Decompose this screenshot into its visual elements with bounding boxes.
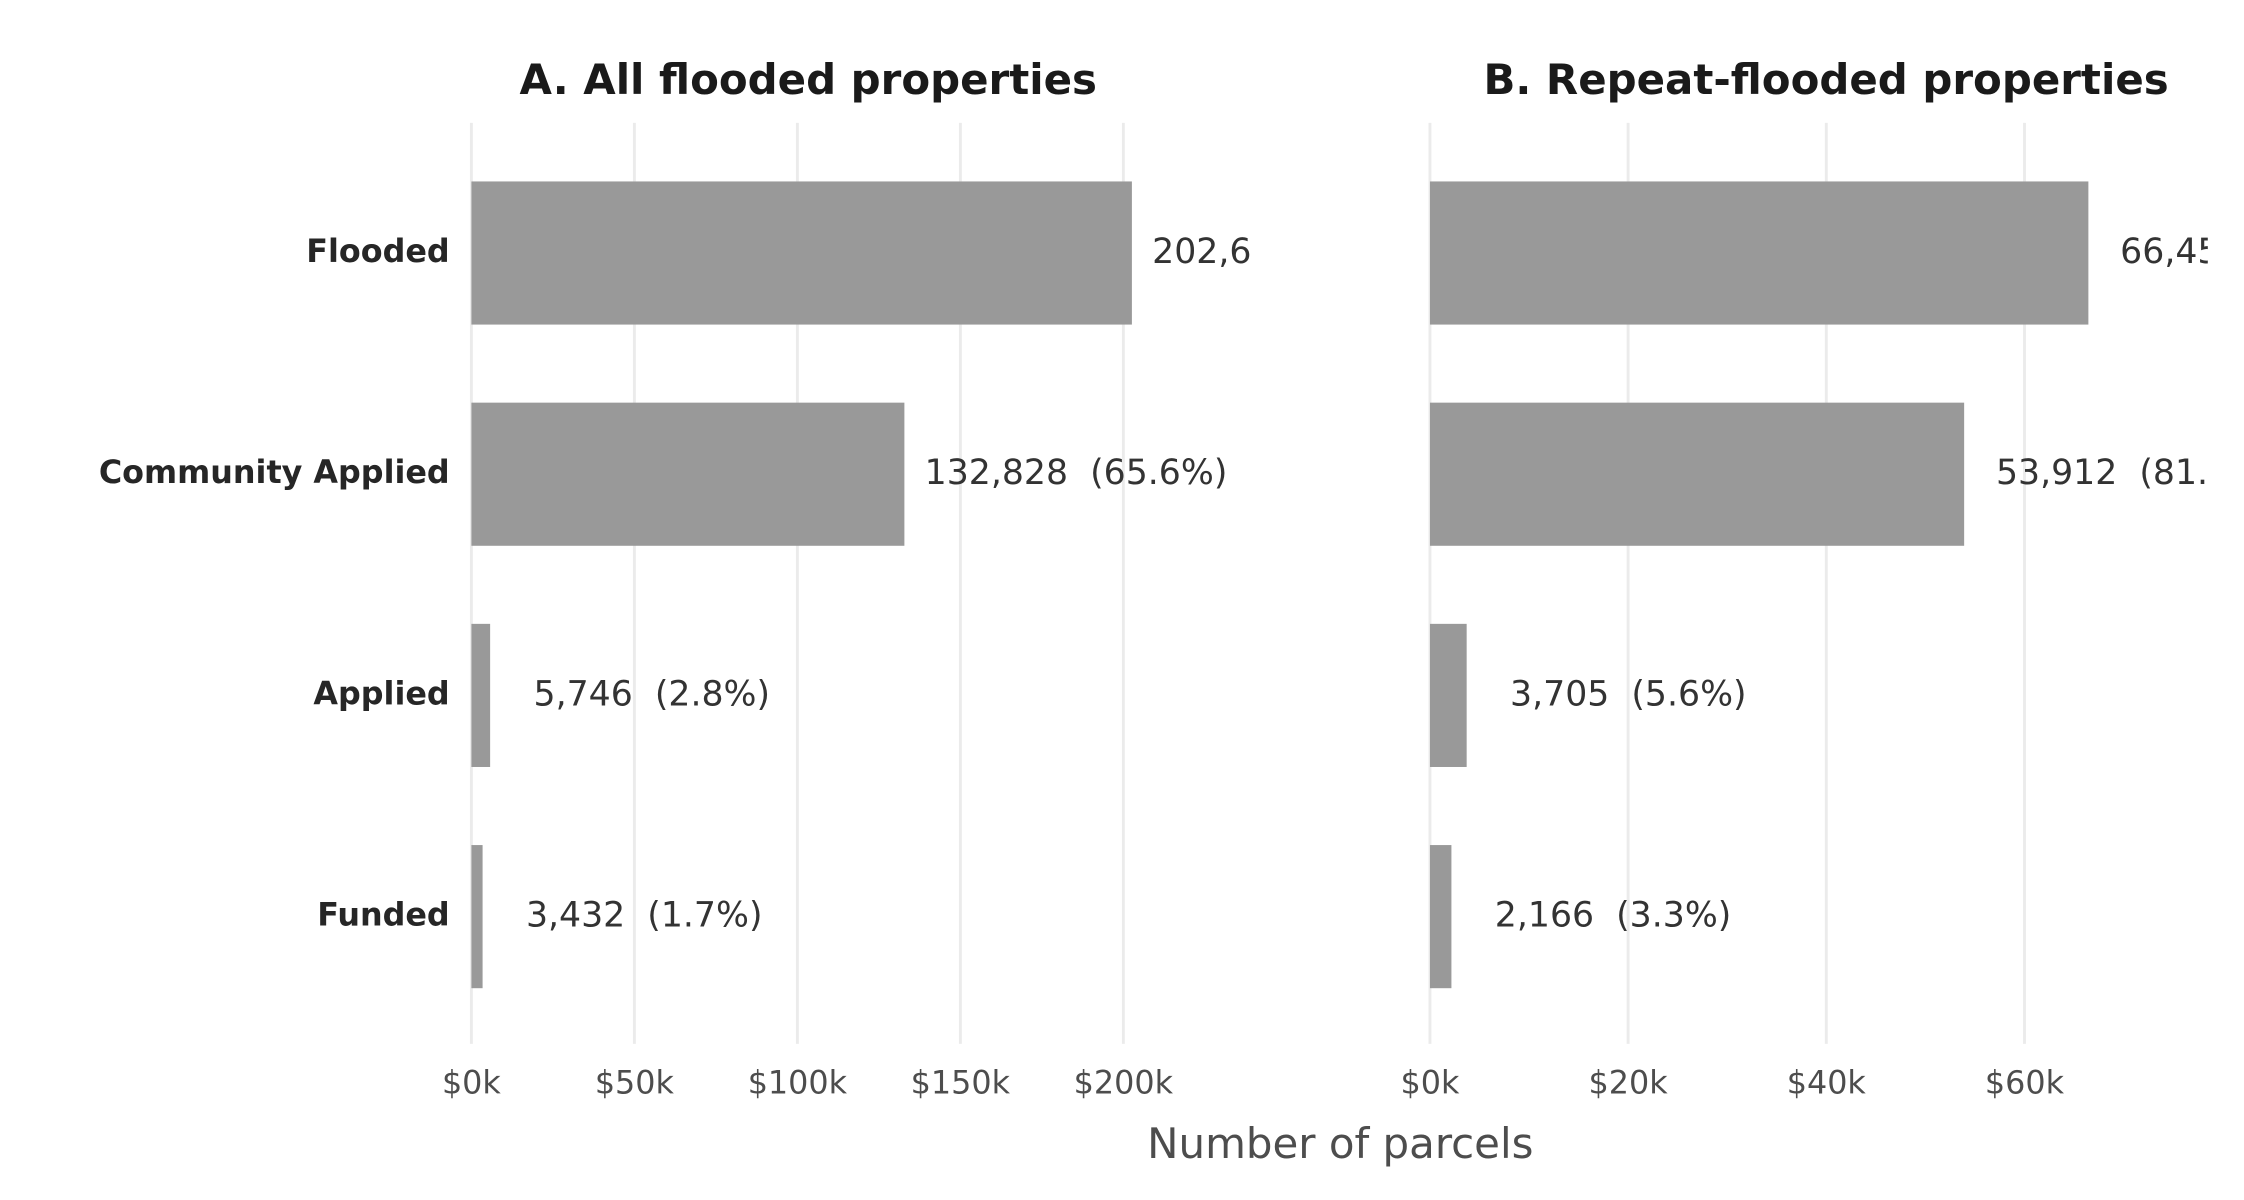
x-tick-label: $200k [1074, 1064, 1174, 1101]
bar [1429, 181, 2089, 325]
value-label: 66,450 (100%) [2120, 232, 2244, 272]
bar [1429, 845, 1452, 989]
y-tick-label: Applied [313, 675, 449, 712]
bar [1429, 623, 1467, 767]
bar [471, 402, 905, 546]
x-tick-label: $0k [442, 1064, 501, 1101]
x-tick-label: $20k [1589, 1064, 1669, 1101]
value-label: 132,828 (65.6%) [925, 453, 1228, 493]
value-label: 5,746 (2.8%) [534, 674, 771, 714]
y-tick-label: Community Applied [99, 454, 450, 491]
y-tick-label: Funded [317, 897, 450, 934]
bar [471, 845, 483, 989]
x-tick-label: $150k [911, 1064, 1011, 1101]
panel-title: B. Repeat-flooded properties [1483, 55, 2168, 104]
panel-title: A. All flooded properties [520, 55, 1097, 104]
x-tick-label: $40k [1787, 1064, 1867, 1101]
x-axis-title: Number of parcels [1147, 1119, 1533, 1168]
value-label: 53,912 (81.1%) [1996, 453, 2244, 493]
x-tick-label: $60k [1985, 1064, 2065, 1101]
plot-area: 202,620 (100%) 132,828 (65.6%) 5,746 (2.8%… [471, 181, 1444, 989]
x-tick-label: $100k [748, 1064, 848, 1101]
value-label: 3,432 (1.7%) [526, 896, 763, 936]
bar [1429, 402, 1965, 546]
y-tick-label: Flooded [306, 233, 449, 270]
bar [471, 623, 491, 767]
value-label: 202,620 (100%) [1152, 232, 1444, 272]
x-tick-label: $50k [595, 1064, 675, 1101]
plot-area: 66,450 (100%) 53,912 (81.1%) 3,705 (5.6%) 2… [1429, 181, 2244, 989]
value-label: 3,705 (5.6%) [1510, 674, 1747, 714]
bar [471, 181, 1132, 325]
x-tick-label: $0k [1401, 1064, 1460, 1101]
value-label: 2,166 (3.3%) [1495, 896, 1732, 936]
